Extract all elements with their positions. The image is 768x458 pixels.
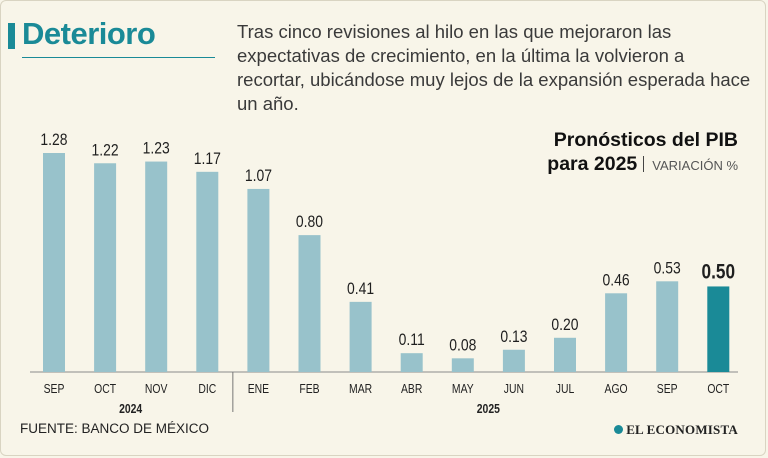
bar-mar-6: [349, 301, 372, 372]
title-separator: [643, 156, 645, 172]
x-tick-label: AGO: [605, 382, 628, 396]
bar-dic-3: [196, 171, 219, 372]
data-label: 1.28: [40, 131, 67, 150]
bar-feb-5: [298, 235, 321, 372]
brand-dot-icon: [614, 425, 624, 434]
data-label: 0.08: [449, 336, 476, 355]
x-tick-label: MAR: [349, 382, 372, 396]
chart-title-line2: para 2025: [547, 153, 638, 175]
data-label: 0.46: [603, 271, 630, 290]
data-label: 1.07: [245, 167, 272, 186]
bar-jul-10: [554, 337, 576, 372]
x-tick-label: OCT: [707, 382, 729, 396]
x-tick-label: SEP: [657, 382, 678, 396]
data-label: 0.80: [296, 213, 323, 232]
data-label: 1.17: [194, 150, 221, 169]
data-label: 0.50: [702, 261, 736, 284]
bar-jun-9: [502, 349, 525, 372]
x-tick-label: ABR: [401, 382, 422, 396]
headline-underline: [22, 57, 215, 58]
data-label: 0.20: [551, 316, 578, 335]
data-label: 1.22: [92, 141, 119, 160]
chart-title-line1: Pronósticos del PIB: [553, 129, 738, 151]
bar-sep-0: [43, 153, 65, 372]
bar-sep-12: [656, 281, 679, 372]
data-label: 0.13: [500, 328, 527, 347]
brand-logo: EL ECONOMISTA: [614, 422, 738, 438]
data-label: 1.23: [143, 139, 170, 158]
brand-name: EL ECONOMISTA: [626, 422, 738, 437]
data-label: 0.41: [347, 280, 374, 299]
x-tick-label: DIC: [198, 382, 216, 396]
x-tick-label: FEB: [299, 382, 319, 396]
x-tick-label: NOV: [145, 382, 168, 396]
x-tick-label: JUL: [556, 382, 575, 396]
chart-title-line2-wrap: para 2025 VARIACIÓN %: [547, 152, 738, 178]
data-label: 0.53: [654, 259, 681, 278]
year-group-label: 2025: [477, 402, 501, 416]
title-accent-bar: [8, 23, 15, 49]
bar-oct-1: [94, 163, 117, 372]
x-tick-label: JUN: [504, 382, 524, 396]
bar-abr-7: [400, 353, 423, 372]
chart-unit-label: VARIACIÓN %: [652, 158, 738, 173]
x-tick-label: ENE: [248, 382, 270, 396]
bar-may-8: [451, 358, 474, 372]
x-tick-label: OCT: [94, 382, 116, 396]
data-label: 0.11: [399, 331, 425, 350]
chart-title: Pronósticos del PIB para 2025 VARIACIÓN %: [547, 128, 738, 178]
year-group-label: 2024: [119, 402, 143, 416]
intro-text: Tras cinco revisiones al hilo en las que…: [237, 21, 751, 114]
x-tick-label: SEP: [44, 382, 65, 396]
bar-ago-11: [605, 293, 628, 372]
bar-ene-4: [247, 188, 270, 372]
bar-nov-2: [145, 161, 168, 372]
headline: Deterioro: [22, 16, 156, 51]
bar-oct-13: [707, 286, 730, 372]
source-note: FUENTE: BANCO DE MÉXICO: [20, 421, 210, 436]
x-tick-label: MAY: [452, 382, 474, 396]
